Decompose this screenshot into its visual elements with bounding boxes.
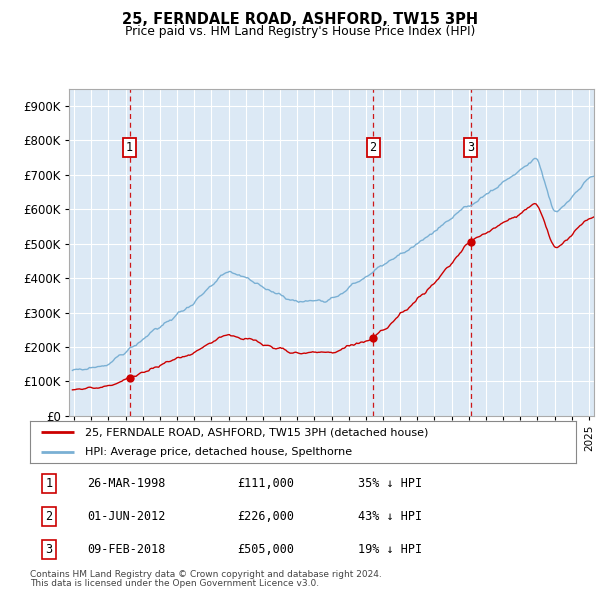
Text: 2: 2 bbox=[370, 140, 377, 153]
Text: 43% ↓ HPI: 43% ↓ HPI bbox=[358, 510, 422, 523]
Text: 1: 1 bbox=[46, 477, 53, 490]
Text: Contains HM Land Registry data © Crown copyright and database right 2024.: Contains HM Land Registry data © Crown c… bbox=[30, 570, 382, 579]
Text: HPI: Average price, detached house, Spelthorne: HPI: Average price, detached house, Spel… bbox=[85, 447, 352, 457]
Text: 26-MAR-1998: 26-MAR-1998 bbox=[88, 477, 166, 490]
Text: This data is licensed under the Open Government Licence v3.0.: This data is licensed under the Open Gov… bbox=[30, 579, 319, 588]
Text: £111,000: £111,000 bbox=[238, 477, 295, 490]
Text: £226,000: £226,000 bbox=[238, 510, 295, 523]
Text: 01-JUN-2012: 01-JUN-2012 bbox=[88, 510, 166, 523]
Text: 3: 3 bbox=[467, 140, 474, 153]
Text: 25, FERNDALE ROAD, ASHFORD, TW15 3PH: 25, FERNDALE ROAD, ASHFORD, TW15 3PH bbox=[122, 12, 478, 27]
Text: 35% ↓ HPI: 35% ↓ HPI bbox=[358, 477, 422, 490]
Text: 09-FEB-2018: 09-FEB-2018 bbox=[88, 543, 166, 556]
Text: 3: 3 bbox=[46, 543, 53, 556]
Text: £505,000: £505,000 bbox=[238, 543, 295, 556]
Text: 2: 2 bbox=[46, 510, 53, 523]
Text: Price paid vs. HM Land Registry's House Price Index (HPI): Price paid vs. HM Land Registry's House … bbox=[125, 25, 475, 38]
Text: 1: 1 bbox=[126, 140, 133, 153]
Text: 19% ↓ HPI: 19% ↓ HPI bbox=[358, 543, 422, 556]
Text: 25, FERNDALE ROAD, ASHFORD, TW15 3PH (detached house): 25, FERNDALE ROAD, ASHFORD, TW15 3PH (de… bbox=[85, 427, 428, 437]
